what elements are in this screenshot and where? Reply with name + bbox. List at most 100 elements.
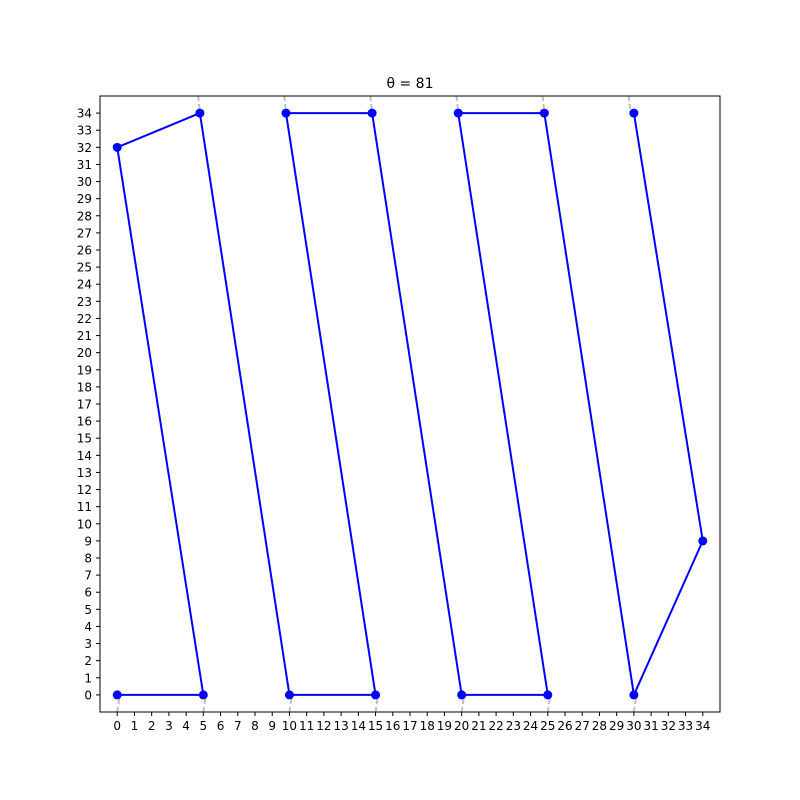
x-tick-label: 8 [251, 719, 259, 733]
y-tick-label: 24 [77, 278, 92, 292]
y-tick-label: 29 [77, 192, 92, 206]
y-tick-label: 34 [77, 107, 92, 121]
guide-line-4 [460, 694, 466, 713]
guide-line-9 [369, 95, 374, 114]
y-tick-label: 30 [77, 175, 92, 189]
x-tick-label: 25 [540, 719, 555, 733]
guide-line-8 [283, 95, 287, 114]
x-tick-label: 32 [661, 719, 676, 733]
x-tick-label: 31 [643, 719, 658, 733]
y-tick-label: 4 [84, 620, 92, 634]
y-tick-label: 7 [84, 569, 92, 583]
x-tick-label: 10 [282, 719, 297, 733]
x-tick-label: 34 [695, 719, 710, 733]
series-points [112, 108, 708, 700]
data-point-7 [367, 108, 377, 118]
x-tick-label: 24 [523, 719, 538, 733]
data-point-6 [281, 108, 291, 118]
guide-line-7 [197, 95, 201, 114]
y-axis-ticks: 0123456789101112131415161718192021222324… [77, 107, 100, 702]
y-tick-label: 20 [77, 346, 92, 360]
y-tick-label: 18 [77, 380, 92, 394]
x-tick-label: 12 [316, 719, 331, 733]
guide-line-0 [116, 694, 121, 713]
y-tick-label: 21 [77, 329, 92, 343]
data-point-9 [543, 690, 553, 700]
data-point-5 [371, 690, 381, 700]
y-tick-label: 31 [77, 158, 92, 172]
guide-line-2 [288, 694, 294, 713]
x-tick-label: 13 [333, 719, 348, 733]
x-tick-label: 19 [437, 719, 452, 733]
y-tick-label: 16 [77, 415, 92, 429]
data-point-3 [195, 108, 205, 118]
y-tick-label: 28 [77, 209, 92, 223]
y-tick-label: 6 [84, 586, 92, 600]
x-tick-label: 4 [182, 719, 190, 733]
data-point-4 [284, 690, 294, 700]
y-tick-label: 25 [77, 261, 92, 275]
x-tick-label: 0 [113, 719, 121, 733]
x-tick-label: 18 [420, 719, 435, 733]
x-tick-label: 23 [506, 719, 521, 733]
data-point-10 [453, 108, 463, 118]
x-tick-label: 6 [217, 719, 225, 733]
y-tick-label: 23 [77, 295, 92, 309]
y-tick-label: 3 [84, 637, 92, 651]
guide-line-11 [541, 95, 546, 114]
y-tick-label: 33 [77, 124, 92, 138]
y-tick-label: 32 [77, 141, 92, 155]
y-tick-label: 12 [77, 483, 92, 497]
data-point-13 [698, 536, 708, 546]
x-tick-label: 1 [131, 719, 139, 733]
data-point-11 [539, 108, 549, 118]
x-axis-ticks: 0 1 2 3 4 5 6 7 8 9 10 11 12 13 14 15 16 17 18 19 20 21 22 23 24… [113, 712, 710, 733]
y-tick-label: 17 [77, 398, 92, 412]
x-tick-label: 33 [678, 719, 693, 733]
y-tick-label: 27 [77, 226, 92, 240]
y-tick-label: 19 [77, 363, 92, 377]
x-tick-label: 15 [368, 719, 383, 733]
data-point-8 [457, 690, 467, 700]
x-tick-label: 3 [165, 719, 173, 733]
guide-line-10 [455, 95, 460, 114]
data-point-12 [629, 690, 639, 700]
guide-line-3 [374, 694, 380, 713]
x-tick-label: 20 [454, 719, 469, 733]
y-tick-label: 2 [84, 654, 92, 668]
x-tick-label: 22 [488, 719, 503, 733]
y-tick-label: 11 [77, 500, 92, 514]
guide-line-5 [546, 694, 552, 713]
y-tick-label: 14 [77, 449, 92, 463]
y-tick-label: 0 [84, 688, 92, 702]
y-tick-label: 9 [84, 534, 92, 548]
x-tick-label: 26 [557, 719, 572, 733]
y-tick-label: 22 [77, 312, 92, 326]
data-point-2 [112, 142, 122, 152]
x-tick-label: 21 [471, 719, 486, 733]
x-tick-label: 14 [351, 719, 366, 733]
data-point-14 [629, 108, 639, 118]
data-point-1 [198, 690, 208, 700]
guide-lines [116, 95, 638, 713]
y-tick-label: 5 [84, 603, 92, 617]
x-tick-label: 28 [592, 719, 607, 733]
y-tick-label: 26 [77, 244, 92, 258]
y-tick-label: 13 [77, 466, 92, 480]
y-tick-label: 8 [84, 552, 92, 566]
guide-line-12 [627, 95, 632, 114]
y-tick-label: 10 [77, 517, 92, 531]
x-tick-label: 9 [268, 719, 276, 733]
guide-line-1 [202, 694, 207, 713]
x-tick-label: 16 [385, 719, 400, 733]
data-point-0 [112, 690, 122, 700]
x-tick-label: 7 [234, 719, 242, 733]
chart-title: θ = 81 [386, 76, 433, 92]
x-tick-label: 11 [299, 719, 314, 733]
guide-line-6 [632, 694, 638, 713]
x-tick-label: 30 [626, 719, 641, 733]
y-tick-label: 1 [84, 671, 92, 685]
x-tick-label: 5 [200, 719, 208, 733]
